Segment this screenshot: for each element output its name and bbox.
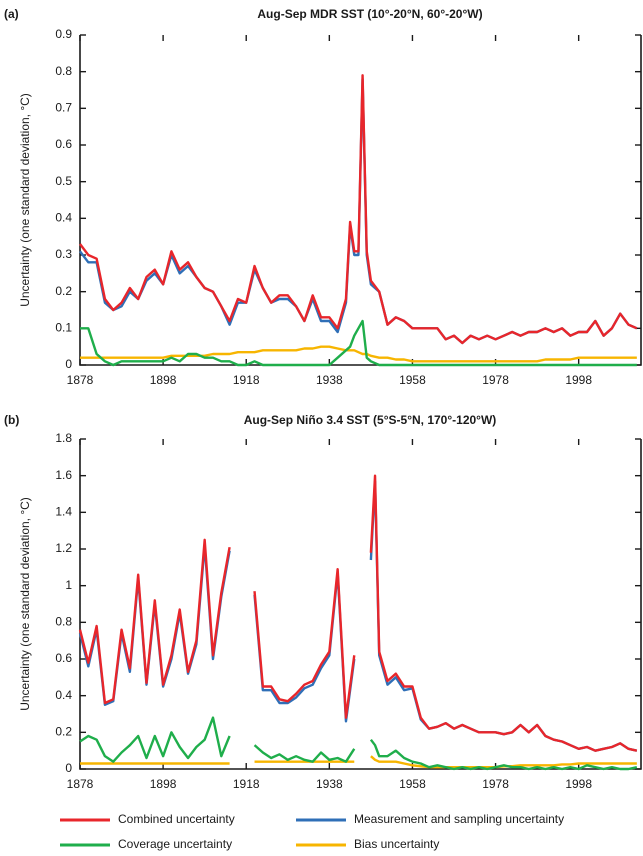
y-tick-label: 0.9 (55, 27, 72, 41)
series-line (80, 319, 637, 367)
x-tick-label: 1998 (565, 373, 592, 387)
y-axis-label: Uncertainty (one standard deviation, °C) (18, 497, 32, 711)
series-line (78, 474, 638, 752)
y-tick-label: 1 (65, 578, 72, 592)
y-tick-label: 0.1 (55, 321, 72, 335)
y-tick-label: 0.5 (55, 174, 72, 188)
y-tick-label: 0.6 (55, 651, 72, 665)
y-tick-label: 0.8 (55, 64, 72, 78)
x-tick-label: 1958 (399, 373, 426, 387)
x-tick-label: 1878 (67, 777, 94, 791)
y-tick-label: 0.3 (55, 247, 72, 261)
x-tick-label: 1918 (233, 777, 260, 791)
x-tick-label: 1998 (565, 777, 592, 791)
y-tick-label: 1.8 (55, 431, 72, 445)
series-line (78, 479, 638, 752)
y-tick-label: 0.6 (55, 137, 72, 151)
y-tick-label: 0.2 (55, 284, 72, 298)
y-tick-label: 1.4 (55, 505, 72, 519)
x-tick-label: 1938 (316, 373, 343, 387)
y-tick-label: 0 (65, 761, 72, 775)
y-tick-label: 0.7 (55, 101, 72, 115)
legend-label: Bias uncertainty (354, 837, 439, 851)
x-tick-label: 1938 (316, 777, 343, 791)
legend-label: Coverage uncertainty (118, 837, 232, 851)
chart-title: Aug-Sep MDR SST (10°-20°N, 60°-20°W) (257, 7, 482, 21)
y-tick-label: 0.2 (55, 725, 72, 739)
y-tick-label: 0.4 (55, 688, 72, 702)
panel-label: (b) (4, 413, 19, 427)
chart-title: Aug-Sep Niño 3.4 SST (5°S-5°N, 170°-120°… (244, 413, 497, 427)
panel-label: (a) (4, 7, 19, 21)
series-line (80, 345, 637, 363)
y-tick-label: 1.6 (55, 468, 72, 482)
axes (79, 439, 642, 770)
series-line (79, 74, 638, 345)
legend-label: Measurement and sampling uncertainty (354, 812, 564, 826)
legend-label: Combined uncertainty (118, 812, 235, 826)
x-tick-label: 1898 (150, 777, 177, 791)
x-tick-label: 1978 (482, 373, 509, 387)
x-tick-label: 1898 (150, 373, 177, 387)
x-tick-label: 1978 (482, 777, 509, 791)
axes (79, 35, 642, 366)
x-tick-label: 1958 (399, 777, 426, 791)
x-tick-label: 1918 (233, 373, 260, 387)
y-tick-label: 0 (65, 357, 72, 371)
y-tick-label: 1.2 (55, 541, 72, 555)
y-axis-label: Uncertainty (one standard deviation, °C) (18, 93, 32, 307)
series-line (79, 716, 638, 771)
x-tick-label: 1878 (67, 373, 94, 387)
y-tick-label: 0.4 (55, 211, 72, 225)
y-tick-label: 0.8 (55, 615, 72, 629)
